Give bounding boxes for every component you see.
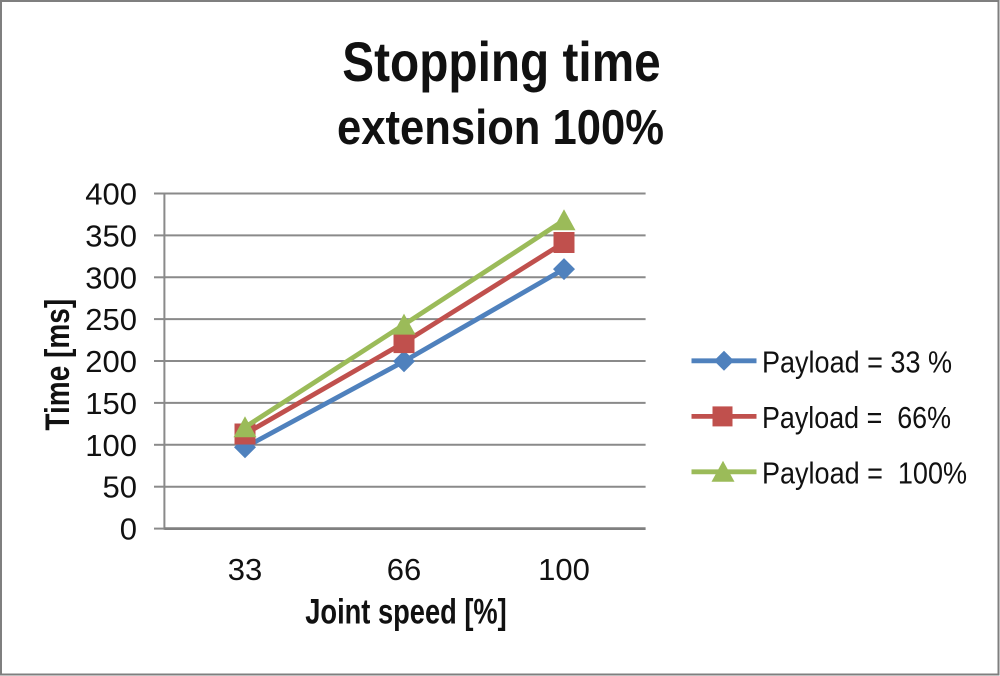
svg-text:66: 66 [387,552,421,587]
svg-text:Joint speed [%]: Joint speed [%] [305,593,507,632]
svg-text:Payload = 66%: Payload = 66% [762,400,951,435]
svg-text:Time [ms]: Time [ms] [39,299,77,431]
svg-text:0: 0 [120,512,137,547]
svg-text:100: 100 [85,428,137,463]
svg-text:50: 50 [103,470,137,505]
svg-text:350: 350 [85,218,137,253]
svg-text:200: 200 [85,344,137,379]
svg-text:Stopping time: Stopping time [342,30,661,93]
svg-text:extension 100%: extension 100% [337,100,664,155]
svg-text:100: 100 [538,552,590,587]
svg-text:Payload = 100%: Payload = 100% [762,456,967,491]
svg-text:33: 33 [228,552,262,587]
svg-text:400: 400 [85,177,137,212]
svg-text:250: 250 [85,302,137,337]
svg-text:150: 150 [85,386,137,421]
svg-text:Payload = 33 %: Payload = 33 % [762,345,952,380]
svg-text:300: 300 [85,260,137,295]
